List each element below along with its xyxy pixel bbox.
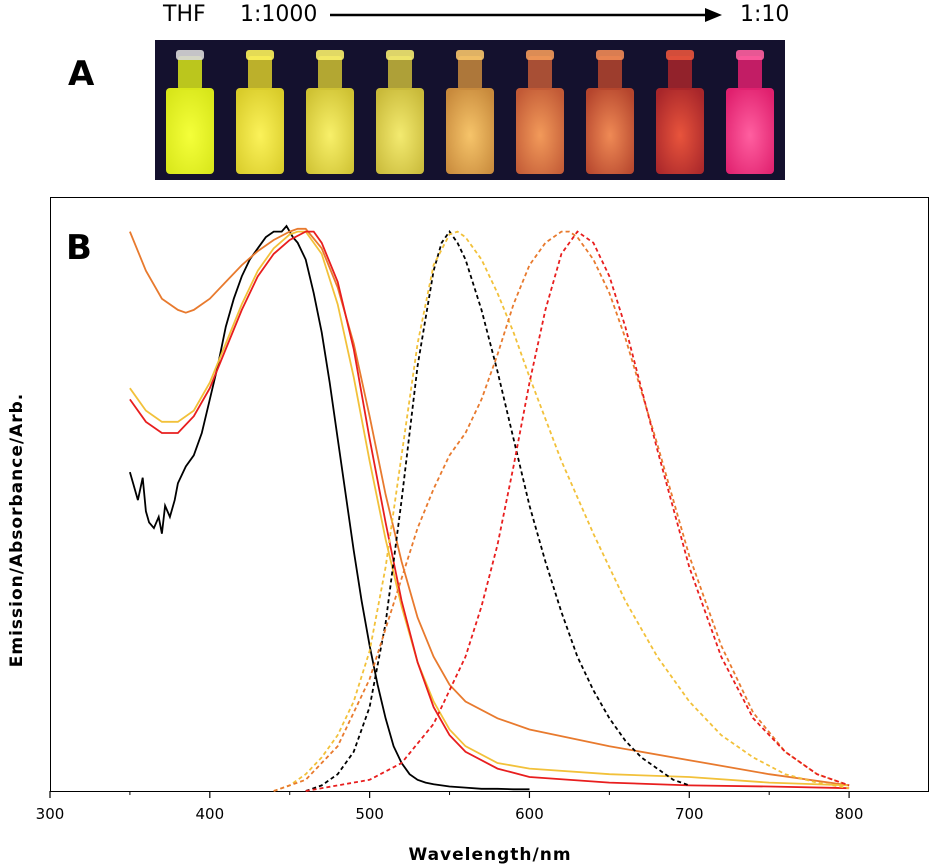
panel-b-label: B <box>66 228 92 268</box>
series-line-6 <box>273 230 850 792</box>
x-axis-title: Wavelength/nm <box>408 845 571 865</box>
x-tick-label: 600 <box>515 805 544 823</box>
series-line-8 <box>305 230 850 792</box>
x-tick-label: 700 <box>675 805 704 823</box>
vial <box>586 50 634 174</box>
series-line-4 <box>129 230 850 790</box>
vial <box>516 50 564 174</box>
x-tick-label: 300 <box>36 805 65 823</box>
vial <box>376 50 424 174</box>
x-tick-label: 800 <box>835 805 864 823</box>
caption-ratio-start: 1:1000 <box>240 2 318 27</box>
ratio-arrow <box>330 8 722 22</box>
series-line-7 <box>273 230 850 792</box>
vial-photo <box>155 40 785 180</box>
caption-ratio-end: 1:10 <box>740 2 790 27</box>
vial <box>726 50 774 174</box>
vial <box>236 50 284 174</box>
panel-a-caption: THF 1:1000 1:10 <box>0 0 934 36</box>
series-line-2 <box>129 227 850 787</box>
vial <box>446 50 494 174</box>
vial-photo-drawing <box>166 50 774 174</box>
vial <box>656 50 704 174</box>
series-line-5 <box>305 230 690 792</box>
x-tick-label: 400 <box>195 805 224 823</box>
vial <box>306 50 354 174</box>
series-layer <box>129 224 850 792</box>
vial <box>166 50 214 174</box>
plot-frame <box>50 197 929 792</box>
caption-thf: THF <box>163 2 206 27</box>
series-line-3 <box>129 230 850 787</box>
panel-a-label: A <box>68 54 95 94</box>
x-tick-label: 500 <box>355 805 384 823</box>
x-axis: 300 400 500 600 700 800 <box>36 791 864 823</box>
y-axis-title: Emission/Absorbance/Arb. <box>7 393 27 667</box>
series-line-1 <box>129 224 530 791</box>
